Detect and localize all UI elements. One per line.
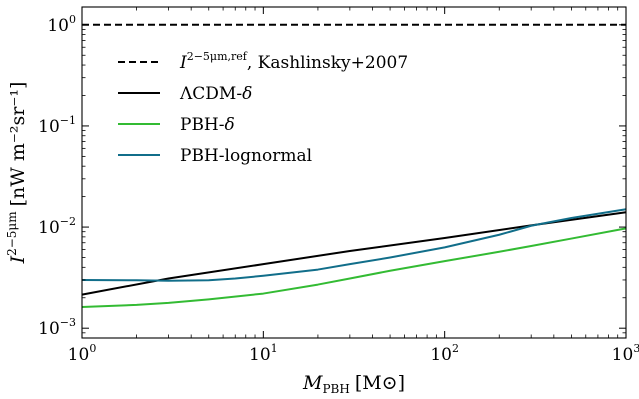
series-line-3 xyxy=(81,208,627,282)
y-label-main: I xyxy=(7,255,29,264)
legend-label-1: ΛCDM-δ xyxy=(179,84,252,104)
y-tick-label: 100 xyxy=(47,13,76,36)
y-tick-base: 10 xyxy=(38,218,60,238)
legend: I2−5μm,ref, Kashlinsky+2007 ΛCDM-δ PBH-δ PB… xyxy=(118,50,408,166)
plot-frame xyxy=(81,6,627,339)
y-label-sup: 2−5μm xyxy=(5,211,19,256)
x-tick-exp: 0 xyxy=(89,342,96,355)
x-tick-label: 103 xyxy=(612,342,639,365)
y-tick-exp: −2 xyxy=(60,215,76,228)
x-tick-base: 10 xyxy=(430,345,452,365)
x-label-unit: [M⊙] xyxy=(355,372,405,394)
x-tick-base: 10 xyxy=(249,345,271,365)
x-tick-label: 101 xyxy=(249,342,278,365)
y-label-unit: [nW m⁻²sr⁻¹] xyxy=(7,82,29,207)
y-tick-label: 10−1 xyxy=(38,114,76,137)
x-tick-exp: 1 xyxy=(271,342,278,355)
x-tick-base: 10 xyxy=(612,345,634,365)
x-tick-base: 10 xyxy=(68,345,90,365)
legend-label-3: PBH-lognormal xyxy=(180,146,312,166)
series-line-1 xyxy=(81,211,627,296)
y-tick-base: 10 xyxy=(38,117,60,137)
y-tick-base: 10 xyxy=(47,16,69,36)
x-axis-label: MPBH [M⊙] xyxy=(302,372,405,396)
legend-label-2: PBH-δ xyxy=(180,115,235,135)
y-tick-label: 10−3 xyxy=(38,316,76,339)
y-tick-exp: 0 xyxy=(69,13,76,26)
x-tick-label: 102 xyxy=(430,342,459,365)
x-label-sub: PBH xyxy=(322,382,349,396)
series-layer xyxy=(81,23,627,309)
y-tick-exp: −1 xyxy=(60,114,76,127)
x-tick-exp: 2 xyxy=(452,342,459,355)
x-tick-label: 100 xyxy=(68,342,97,365)
y-tick-exp: −3 xyxy=(60,316,76,329)
x-label-main: M xyxy=(302,372,323,394)
y-tick-base: 10 xyxy=(38,319,60,339)
x-tick-exp: 3 xyxy=(633,342,639,355)
y-axis-label: I2−5μm [nW m⁻²sr⁻¹] xyxy=(5,82,29,265)
series-line-2 xyxy=(81,227,627,309)
y-tick-label: 10−2 xyxy=(38,215,76,238)
legend-label-0: I2−5μm,ref, Kashlinsky+2007 xyxy=(179,50,408,73)
